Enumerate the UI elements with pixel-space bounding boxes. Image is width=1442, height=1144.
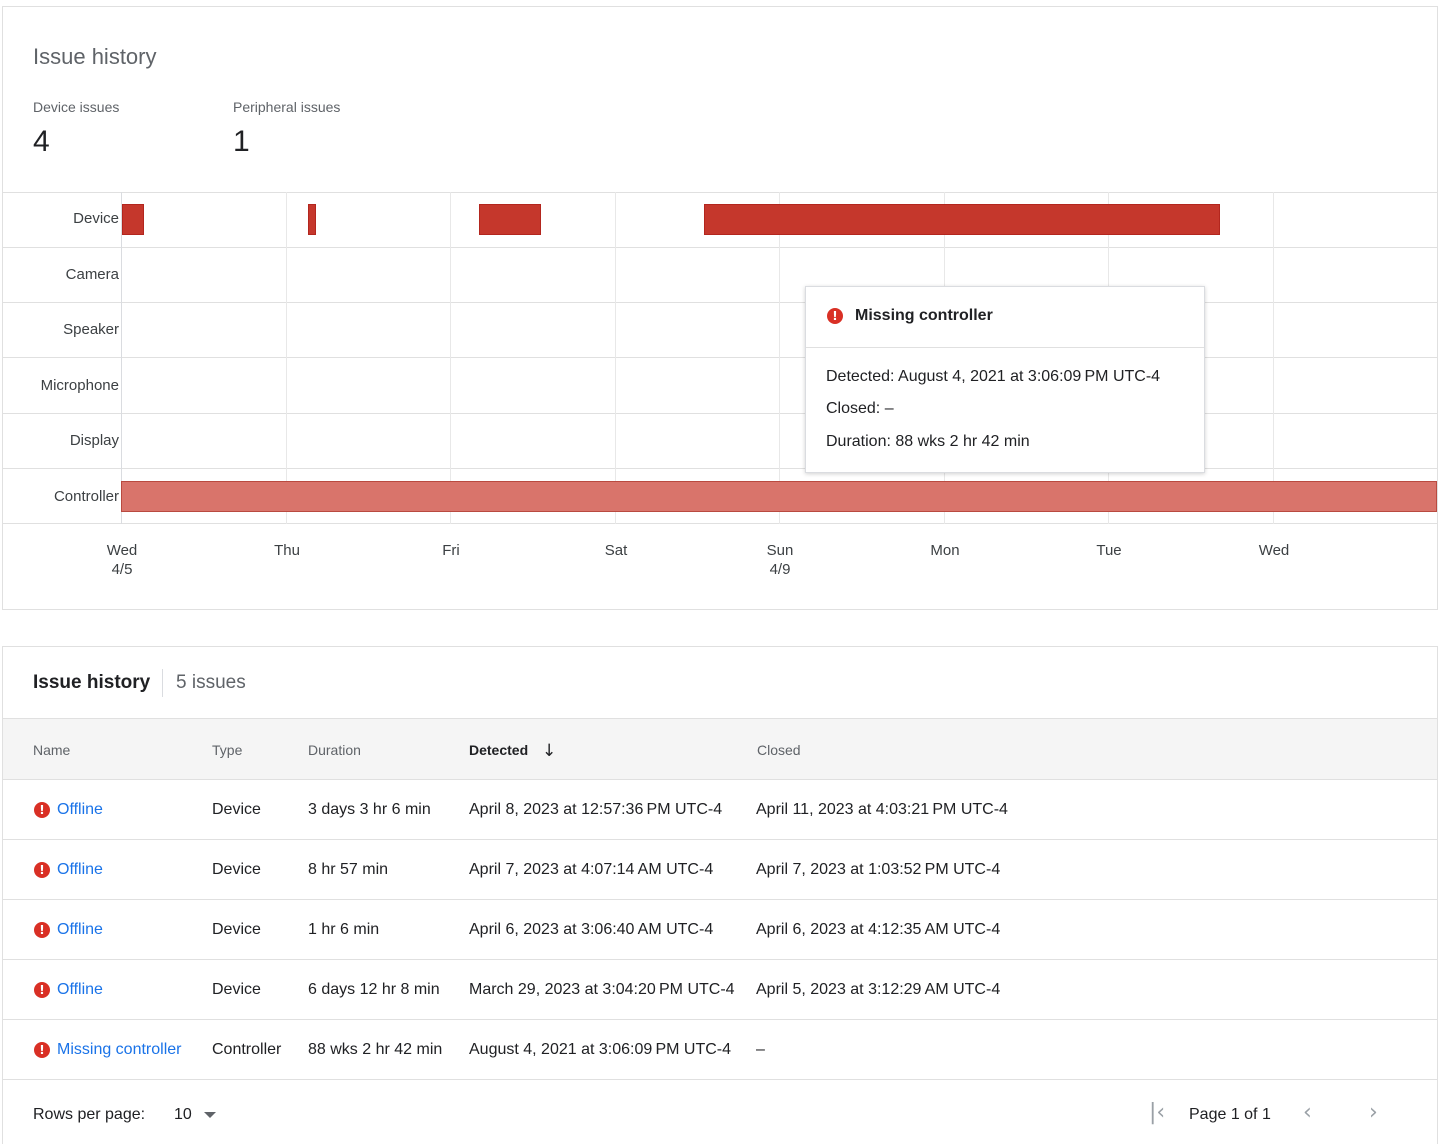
issue-closed: April 11, 2023 at 4:03:21 PM UTC-4 [756, 801, 1008, 818]
issue-history-chart-card: Issue history Device issues 4 Peripheral… [2, 6, 1438, 610]
pagination-bar: Rows per page: 10 |‹ Page 1 of 1 ‹ › [3, 1080, 1437, 1144]
timeline-row-speaker: Speaker [63, 321, 119, 338]
error-icon: ! [34, 862, 50, 878]
issue-name-link[interactable]: Offline [57, 861, 103, 878]
issue-detected: August 4, 2021 at 3:06:09 PM UTC-4 [469, 1041, 732, 1058]
issue-tooltip: ! Missing controller Detected: August 4,… [805, 286, 1205, 473]
issue-name-link[interactable]: Offline [57, 801, 103, 818]
error-icon: ! [34, 922, 50, 938]
issue-name-link[interactable]: Missing controller [57, 1041, 182, 1058]
issue-duration: 88 wks 2 hr 42 min [308, 1041, 443, 1058]
table-row[interactable]: ! Offline Device 1 hr 6 min April 6, 202… [3, 900, 1437, 960]
issue-closed: April 5, 2023 at 3:12:29 AM UTC-4 [756, 981, 1001, 998]
issue-name-link[interactable]: Offline [57, 921, 103, 938]
issue-duration: 1 hr 6 min [308, 921, 380, 938]
table-row[interactable]: ! Offline Device 3 days 3 hr 6 min April… [3, 780, 1437, 840]
page-indicator: Page 1 of 1 [1189, 1106, 1271, 1123]
arrow-down-icon[interactable]: ↓ [542, 741, 557, 761]
timeline-row-camera: Camera [65, 266, 119, 283]
device-issue-bar[interactable] [308, 204, 316, 235]
issue-duration: 3 days 3 hr 6 min [308, 801, 431, 818]
table-row[interactable]: ! Offline Device 8 hr 57 min April 7, 20… [3, 840, 1437, 900]
error-icon: ! [827, 308, 843, 324]
chart-card-title: Issue history [33, 44, 157, 69]
issue-duration: 6 days 12 hr 8 min [308, 981, 440, 998]
issue-type: Device [212, 921, 261, 938]
first-page-icon[interactable]: |‹ [1149, 1100, 1166, 1125]
axis-tick: Thu [274, 542, 300, 559]
issue-type: Device [212, 981, 261, 998]
device-issue-bar[interactable] [479, 204, 541, 235]
issue-closed: April 7, 2023 at 1:03:52 PM UTC-4 [756, 861, 1001, 878]
device-issues-count: 4 [33, 125, 50, 158]
column-header-duration[interactable]: Duration [308, 742, 361, 758]
controller-issue-bar[interactable] [121, 481, 1437, 512]
chevron-left-icon[interactable]: ‹ [1303, 1100, 1312, 1125]
timeline-row-microphone: Microphone [40, 377, 119, 394]
device-issues-label: Device issues [33, 99, 120, 115]
rows-per-page-select[interactable]: 10 [174, 1106, 192, 1123]
error-icon: ! [34, 802, 50, 818]
table-header: Name Type Duration Detected ↓ Closed [3, 718, 1437, 780]
axis-tick: Sun 4/9 [766, 542, 794, 578]
device-issue-bar[interactable] [122, 204, 144, 235]
tooltip-title: Missing controller [855, 307, 993, 324]
tooltip-closed: Closed: – [826, 400, 894, 417]
peripheral-issues-label: Peripheral issues [233, 99, 341, 115]
dropdown-caret-icon[interactable] [204, 1112, 216, 1118]
axis-tick: Mon [930, 542, 960, 559]
issue-history-table-card: Issue history 5 issues Name Type Duratio… [2, 646, 1438, 1144]
issue-count: 5 issues [176, 672, 246, 693]
issue-type: Device [212, 861, 261, 878]
timeline-row-controller: Controller [53, 488, 119, 505]
issue-name-link[interactable]: Offline [57, 981, 103, 998]
title-divider [162, 669, 163, 697]
issue-type: Device [212, 801, 261, 818]
axis-tick: Fri [442, 542, 460, 559]
timeline-row-display: Display [69, 432, 119, 449]
column-header-name[interactable]: Name [33, 742, 71, 758]
timeline-row-device: Device [73, 210, 119, 227]
issue-duration: 8 hr 57 min [308, 861, 389, 878]
axis-tick: Sat [604, 542, 628, 559]
issue-detected: April 6, 2023 at 3:06:40 AM UTC-4 [469, 921, 714, 938]
table-row[interactable]: ! Offline Device 6 days 12 hr 8 min Marc… [3, 960, 1437, 1020]
chevron-right-icon[interactable]: › [1369, 1100, 1378, 1125]
axis-tick: Wed 4/5 [106, 542, 138, 578]
tooltip-duration: Duration: 88 wks 2 hr 42 min [826, 433, 1030, 450]
table-title: Issue history [33, 672, 151, 693]
column-header-detected[interactable]: Detected [469, 742, 529, 758]
issue-type: Controller [212, 1041, 282, 1058]
rows-per-page-label: Rows per page: [33, 1106, 146, 1123]
error-icon: ! [34, 1042, 50, 1058]
issue-detected: March 29, 2023 at 3:04:20 PM UTC-4 [469, 981, 735, 998]
issue-timeline: Device Camera Speaker Microphone Display… [3, 192, 1437, 524]
tooltip-detected: Detected: August 4, 2021 at 3:06:09 PM U… [826, 368, 1161, 385]
error-icon: ! [34, 982, 50, 998]
issue-detected: April 8, 2023 at 12:57:36 PM UTC-4 [469, 801, 723, 818]
peripheral-issues-count: 1 [233, 125, 250, 158]
table-row[interactable]: ! Missing controller Controller 88 wks 2… [3, 1020, 1437, 1080]
axis-tick: Tue [1096, 542, 1122, 559]
device-issue-bar[interactable] [704, 204, 1220, 235]
column-header-type[interactable]: Type [212, 742, 243, 758]
issue-detected: April 7, 2023 at 4:07:14 AM UTC-4 [469, 861, 714, 878]
column-header-closed[interactable]: Closed [757, 742, 801, 758]
issue-closed: April 6, 2023 at 4:12:35 AM UTC-4 [756, 921, 1001, 938]
axis-tick: Wed [1258, 542, 1290, 559]
issue-closed: – [756, 1041, 765, 1058]
